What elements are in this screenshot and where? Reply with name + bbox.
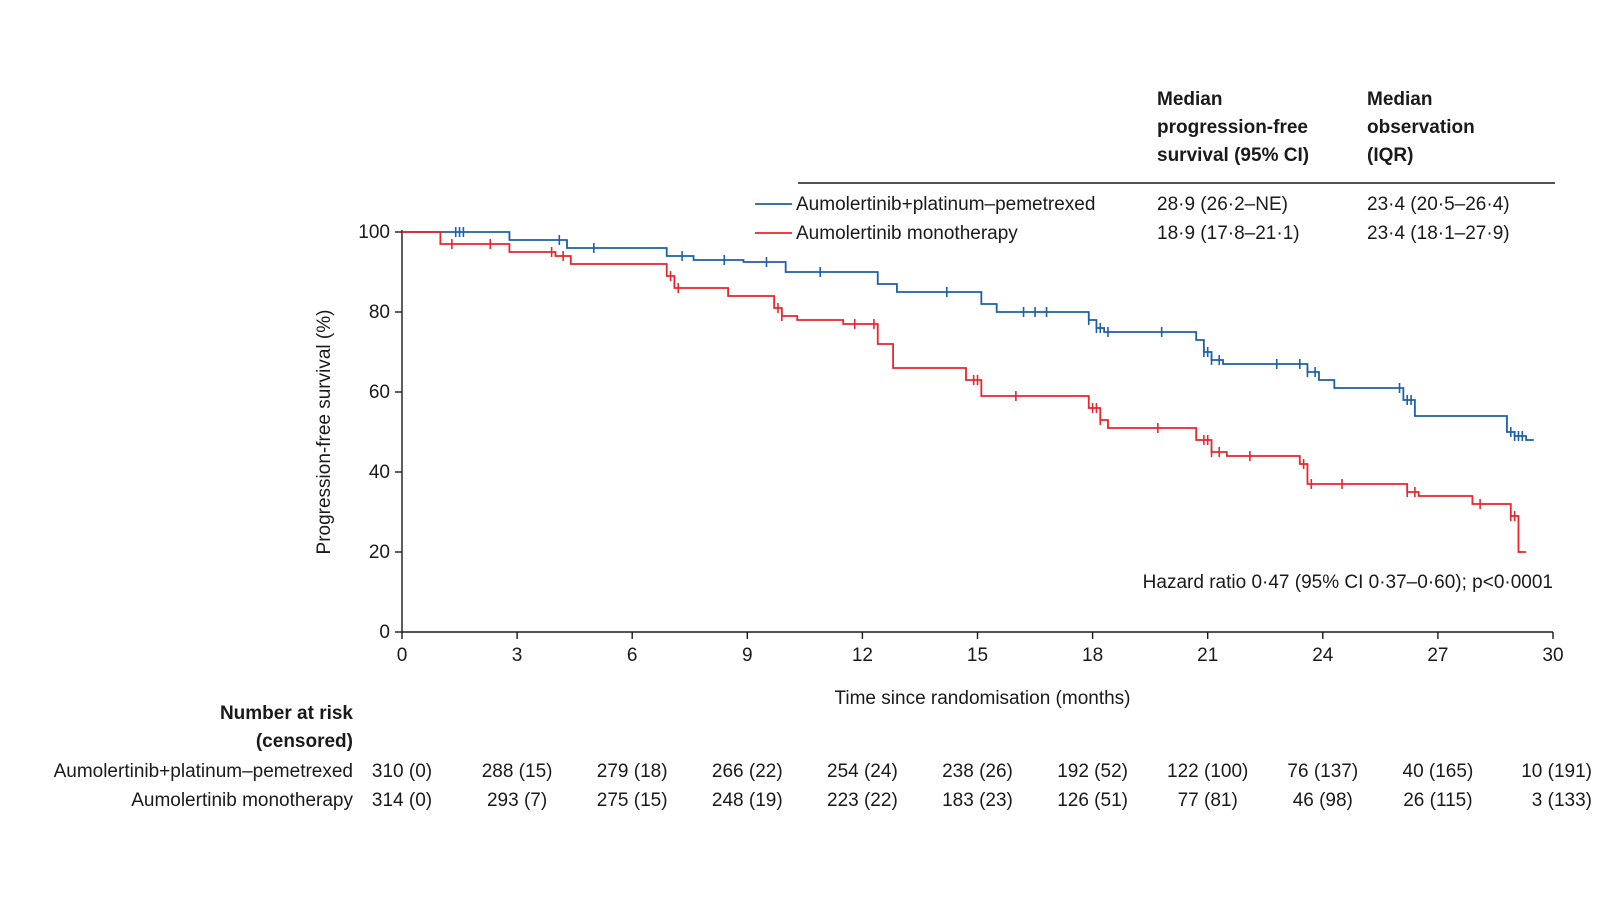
legend-label: Aumolertinib+platinum–pemetrexed bbox=[796, 194, 1095, 215]
risk-cell: 248 (19) bbox=[712, 790, 783, 811]
km-curve-series-2 bbox=[402, 231, 1527, 553]
legend-median-observation: 23·4 (20·5–26·4) bbox=[1367, 194, 1510, 215]
risk-cell: 254 (24) bbox=[827, 761, 898, 782]
risk-cell: 279 (18) bbox=[597, 761, 668, 782]
risk-row-label: Aumolertinib+platinum–pemetrexed bbox=[54, 761, 353, 782]
x-tick-label: 21 bbox=[1197, 645, 1218, 666]
risk-table-title: Number at risk bbox=[220, 703, 353, 724]
y-tick-label: 80 bbox=[369, 302, 390, 323]
risk-cell: 26 (115) bbox=[1403, 790, 1472, 811]
risk-row-label: Aumolertinib monotherapy bbox=[131, 790, 353, 811]
risk-cell: 288 (15) bbox=[482, 761, 553, 782]
legend-median-observation: 23·4 (18·1–27·9) bbox=[1367, 223, 1510, 244]
risk-cell: 275 (15) bbox=[597, 790, 668, 811]
y-tick-label: 20 bbox=[369, 542, 390, 563]
legend-header-pfs: Median bbox=[1157, 89, 1222, 110]
risk-cell: 46 (98) bbox=[1293, 790, 1353, 811]
legend-header-observation: Median bbox=[1367, 89, 1432, 110]
risk-cell: 77 (81) bbox=[1178, 790, 1238, 811]
risk-cell: 40 (165) bbox=[1403, 761, 1474, 782]
x-tick-label: 18 bbox=[1082, 645, 1103, 666]
x-tick-label: 3 bbox=[512, 645, 523, 666]
y-tick-label: 0 bbox=[379, 622, 390, 643]
x-tick-label: 30 bbox=[1542, 645, 1563, 666]
risk-cell: 238 (26) bbox=[942, 761, 1013, 782]
risk-cell: 183 (23) bbox=[942, 790, 1013, 811]
risk-cell: 192 (52) bbox=[1057, 761, 1128, 782]
legend-header-pfs: progression-free bbox=[1157, 117, 1308, 138]
risk-cell: 266 (22) bbox=[712, 761, 783, 782]
legend-median-pfs: 18·9 (17·8–21·1) bbox=[1157, 223, 1300, 244]
x-tick-label: 12 bbox=[852, 645, 873, 666]
legend-header-pfs: survival (95% CI) bbox=[1157, 145, 1309, 166]
x-tick-label: 24 bbox=[1312, 645, 1334, 666]
risk-cell: 10 (191) bbox=[1521, 761, 1592, 782]
x-axis-title: Time since randomisation (months) bbox=[834, 688, 1130, 709]
risk-cell: 223 (22) bbox=[827, 790, 898, 811]
legend-header-observation: observation bbox=[1367, 117, 1475, 138]
y-tick-label: 60 bbox=[369, 382, 390, 403]
x-tick-label: 15 bbox=[967, 645, 988, 666]
risk-table-subtitle: (censored) bbox=[256, 731, 353, 752]
legend-label: Aumolertinib monotherapy bbox=[796, 223, 1018, 244]
hazard-ratio-annotation: Hazard ratio 0·47 (95% CI 0·37–0·60); p<… bbox=[1143, 572, 1553, 593]
x-tick-label: 0 bbox=[397, 645, 408, 666]
x-tick-label: 27 bbox=[1427, 645, 1448, 666]
legend-median-pfs: 28·9 (26·2–NE) bbox=[1157, 194, 1288, 215]
y-tick-label: 40 bbox=[369, 462, 390, 483]
risk-cell: 293 (7) bbox=[487, 790, 547, 811]
risk-cell: 3 (133) bbox=[1532, 790, 1592, 811]
risk-cell: 310 (0) bbox=[372, 761, 432, 782]
risk-cell: 122 (100) bbox=[1167, 761, 1248, 782]
risk-cell: 126 (51) bbox=[1057, 790, 1128, 811]
risk-cell: 314 (0) bbox=[372, 790, 432, 811]
km-curve-series-1 bbox=[402, 231, 1534, 441]
x-tick-label: 9 bbox=[742, 645, 753, 666]
y-tick-label: 100 bbox=[358, 222, 390, 243]
y-axis-title: Progression-free survival (%) bbox=[314, 310, 335, 555]
risk-cell: 76 (137) bbox=[1287, 761, 1358, 782]
legend-header-observation: (IQR) bbox=[1367, 145, 1413, 166]
x-tick-label: 6 bbox=[627, 645, 638, 666]
